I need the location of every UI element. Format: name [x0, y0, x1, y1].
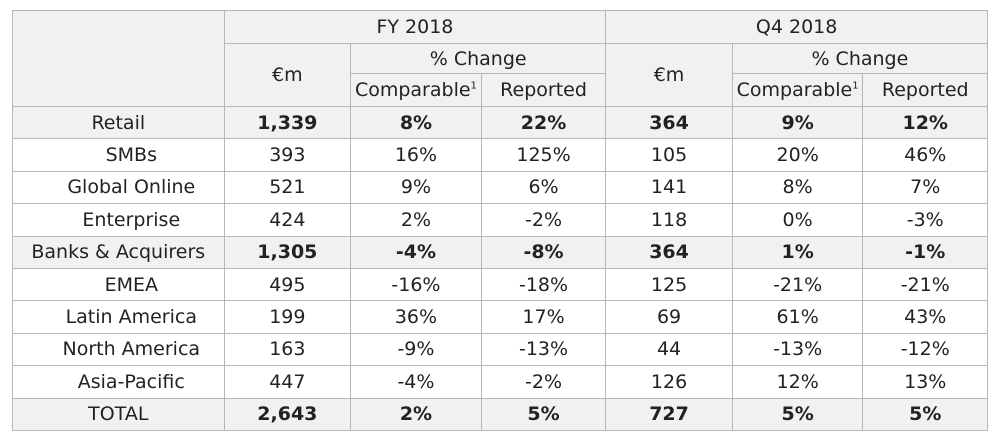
fy-reported: -2% — [480, 365, 607, 399]
q4-value: 44 — [605, 332, 733, 367]
q4-value: 105 — [605, 138, 733, 172]
fy-reported: 6% — [480, 170, 607, 205]
fy-comparable: 8% — [350, 105, 482, 140]
table-row-total: TOTAL 2,643 2% 5% 727 5% 5% — [12, 397, 988, 431]
table-row: Banks & Acquirers 1,305 -4% -8% 364 1% -… — [12, 235, 988, 269]
fy-2018-header: FY 2018 — [223, 10, 607, 44]
fy-comparable: -4% — [350, 235, 482, 269]
q4-value: 727 — [605, 397, 733, 431]
revenue-table: FY 2018 Q4 2018 €m % Change €m % Change … — [12, 10, 989, 431]
fy-reported: 5% — [480, 397, 607, 431]
q4-value: 126 — [605, 365, 733, 399]
q4-reported: -21% — [862, 267, 988, 302]
q4-value: 69 — [605, 300, 733, 334]
fy-comparable: 36% — [350, 300, 482, 334]
fy-reported: -2% — [480, 203, 607, 237]
row-label: North America — [12, 332, 225, 367]
row-label: TOTAL — [12, 397, 225, 431]
table-row: Global Online 521 9% 6% 141 8% 7% — [12, 170, 988, 205]
table-row: SMBs 393 16% 125% 105 20% 46% — [12, 138, 988, 172]
table-row: Latin America 199 36% 17% 69 61% 43% — [12, 300, 988, 334]
table-row: EMEA 495 -16% -18% 125 -21% -21% — [12, 267, 988, 302]
fy-reported-header: Reported — [480, 73, 607, 107]
q4-reported: -1% — [862, 235, 988, 269]
fy-value: 447 — [223, 365, 352, 399]
fy-value: 521 — [223, 170, 352, 205]
table-row: North America 163 -9% -13% 44 -13% -12% — [12, 332, 988, 367]
fy-pct-change-header: % Change — [350, 43, 607, 74]
q4-unit-header: €m — [605, 43, 733, 107]
fy-reported: 17% — [480, 300, 607, 334]
fy-value: 393 — [223, 138, 352, 172]
fy-value: 495 — [223, 267, 352, 302]
q4-comparable: 0% — [731, 203, 864, 237]
q4-comparable-header: Comparable1 — [731, 73, 864, 107]
q4-comparable: -13% — [731, 332, 864, 367]
q4-value: 141 — [605, 170, 733, 205]
fy-reported: -13% — [480, 332, 607, 367]
q4-comparable: 12% — [731, 365, 864, 399]
q4-value: 118 — [605, 203, 733, 237]
row-label: Asia-Pacific — [12, 365, 225, 399]
q4-reported: 12% — [862, 105, 988, 140]
q4-value: 125 — [605, 267, 733, 302]
row-label: Retail — [12, 105, 225, 140]
q4-value: 364 — [605, 105, 733, 140]
fy-comparable: 2% — [350, 203, 482, 237]
table-row: Retail 1,339 8% 22% 364 9% 12% — [12, 105, 988, 140]
fy-reported: 22% — [480, 105, 607, 140]
q4-comparable: 1% — [731, 235, 864, 269]
q4-2018-header: Q4 2018 — [605, 10, 988, 44]
row-label: Banks & Acquirers — [12, 235, 225, 269]
table-row: Asia-Pacific 447 -4% -2% 126 12% 13% — [12, 365, 988, 399]
q4-comparable: 61% — [731, 300, 864, 334]
fy-comparable: 2% — [350, 397, 482, 431]
row-label: Latin America — [12, 300, 225, 334]
fy-reported: 125% — [480, 138, 607, 172]
q4-comparable: 8% — [731, 170, 864, 205]
q4-comparable: 20% — [731, 138, 864, 172]
fy-value: 199 — [223, 300, 352, 334]
row-label: SMBs — [12, 138, 225, 172]
row-label: Enterprise — [12, 203, 225, 237]
q4-reported: -3% — [862, 203, 988, 237]
fy-comparable: -16% — [350, 267, 482, 302]
row-label: Global Online — [12, 170, 225, 205]
q4-reported: -12% — [862, 332, 988, 367]
q4-comparable: -21% — [731, 267, 864, 302]
fy-value: 424 — [223, 203, 352, 237]
q4-reported-header: Reported — [862, 73, 988, 107]
row-label: EMEA — [12, 267, 225, 302]
fy-reported: -18% — [480, 267, 607, 302]
corner-cell — [12, 10, 225, 107]
fy-value: 1,339 — [223, 105, 352, 140]
fy-comparable-header: Comparable1 — [350, 73, 482, 107]
q4-pct-change-header: % Change — [731, 43, 989, 74]
q4-reported: 43% — [862, 300, 988, 334]
q4-reported: 5% — [862, 397, 988, 431]
fy-comparable: -9% — [350, 332, 482, 367]
q4-comparable: 9% — [731, 105, 864, 140]
fy-comparable: 9% — [350, 170, 482, 205]
fy-value: 1,305 — [223, 235, 352, 269]
q4-comparable: 5% — [731, 397, 864, 431]
q4-reported: 7% — [862, 170, 988, 205]
fy-value: 163 — [223, 332, 352, 367]
fy-comparable: 16% — [350, 138, 482, 172]
fy-unit-header: €m — [223, 43, 352, 107]
fy-reported: -8% — [480, 235, 607, 269]
fy-comparable: -4% — [350, 365, 482, 399]
q4-reported: 13% — [862, 365, 988, 399]
q4-value: 364 — [605, 235, 733, 269]
table-row: Enterprise 424 2% -2% 118 0% -3% — [12, 203, 988, 237]
fy-value: 2,643 — [223, 397, 352, 431]
q4-reported: 46% — [862, 138, 988, 172]
